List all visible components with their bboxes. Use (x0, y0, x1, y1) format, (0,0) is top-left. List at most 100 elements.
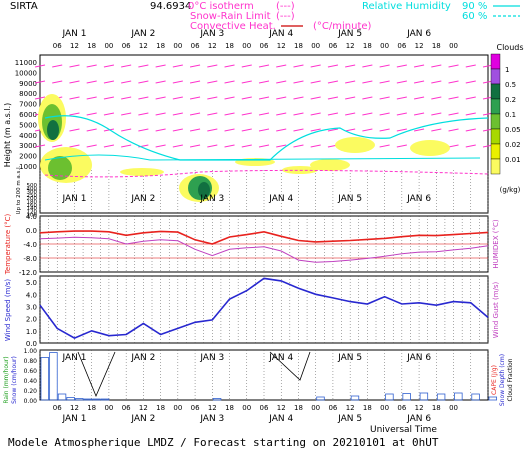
cloud-legend-swatch (490, 68, 501, 85)
temperature-tick-label: 0.0 (26, 227, 37, 235)
isotherm-legend: 0°C isotherm (188, 1, 254, 12)
wind-barb (224, 112, 235, 116)
wind-barb (258, 64, 270, 68)
wind-barb (448, 112, 459, 116)
cloud-legend-value: 0.5 (505, 81, 516, 89)
wind-barb (327, 112, 339, 116)
rh-contour (44, 115, 489, 161)
wind-barb (189, 128, 201, 132)
wind-barb (379, 80, 390, 84)
wind-barb (413, 80, 425, 84)
precip-tick-label: 0.40 (24, 378, 38, 385)
wind-barb (431, 64, 442, 68)
rain-axis-label: Rain (mm/hour) (3, 356, 10, 403)
cloud-plot-area (39, 54, 489, 214)
hour-tick-label: 06 (328, 42, 337, 50)
height-tick-label: 11000 (15, 59, 37, 67)
hour-tick-label: 12 (346, 404, 355, 412)
wind-barb (310, 128, 321, 132)
wind-barb (207, 96, 218, 100)
convective-legend-unit: (°C/minute) (313, 21, 372, 32)
precip-bar (436, 393, 446, 401)
height-tick-label: 3000 (19, 142, 37, 150)
cloud-legend-title: Clouds (496, 43, 523, 52)
wind-barb (379, 144, 390, 148)
wind-barb (172, 96, 183, 100)
wind-barb (379, 64, 390, 68)
precip-bar (100, 398, 110, 401)
wind-barb (172, 112, 183, 116)
wind-barb (207, 144, 218, 148)
precip-bar (488, 396, 498, 401)
precip-bar (92, 398, 101, 401)
isotherm-legend-symbol: (---) (276, 1, 295, 12)
height-tick-label: 7000 (19, 101, 37, 109)
wind-barb (396, 64, 407, 68)
hour-tick-label: 18 (87, 404, 96, 412)
wind-barb (448, 144, 459, 148)
station-coords: 94.6934 (150, 1, 191, 12)
cloud-legend-swatch (490, 53, 501, 70)
hour-tick-label: 00 (380, 42, 389, 50)
wind-barb (86, 144, 97, 148)
wind-barb (207, 128, 218, 132)
wind-barb (293, 96, 304, 100)
wind-barb (293, 112, 304, 116)
rh-legend-60: 60 % (462, 11, 487, 22)
snow-depth-line (77, 351, 116, 398)
wind-barb (224, 144, 235, 148)
wind-barb (396, 112, 407, 116)
hour-tick-label: 12 (277, 42, 286, 50)
wind-barb (241, 128, 252, 132)
wind-barb (465, 144, 476, 148)
wind-barb (413, 128, 425, 132)
hour-tick-label: 12 (415, 404, 424, 412)
height-tick-label: 5000 (19, 121, 37, 129)
rh-legend: Relative Humidity (362, 1, 451, 12)
hour-tick-label: 18 (225, 42, 234, 50)
day-label: JAN 6 (406, 194, 431, 204)
hour-tick-label: 12 (139, 404, 148, 412)
precip-bar (454, 392, 463, 401)
wind-barb (138, 64, 149, 68)
wind-barb (327, 64, 339, 68)
wind-barb (362, 96, 373, 100)
wind-tick-label: 0.0 (26, 340, 37, 348)
wind-barb (431, 80, 442, 84)
wind-barb (413, 112, 425, 116)
low-height-axis-label: Up to 200 m a.s.l. (16, 165, 22, 214)
wind-barb (155, 112, 166, 116)
cloud-cell (335, 137, 375, 153)
wind-barb (379, 96, 390, 100)
wind-barb (189, 96, 201, 100)
wind-barb (293, 80, 304, 84)
wind-barb (207, 80, 218, 84)
wind-barb (121, 144, 132, 148)
day-label: JAN 5 (337, 353, 362, 363)
hour-tick-label: 18 (225, 404, 234, 412)
cloud-cell (48, 156, 72, 180)
wind-barb (121, 96, 132, 100)
wind-barb (293, 144, 304, 148)
temperature-axis-label: Temperature (°C) (4, 214, 12, 276)
day-label: JAN 5 (337, 414, 362, 424)
wind-barb (34, 96, 46, 100)
wind-barb (52, 64, 63, 68)
snow-depth-axis-label: Snow Depth (cm) (499, 354, 506, 406)
wind-barb (189, 112, 201, 116)
station-name: SIRTA (10, 1, 38, 12)
precip-bar (57, 393, 67, 401)
snow-rain-legend-symbol: (---) (276, 11, 295, 22)
convective-legend: Convective Heat. (190, 21, 276, 32)
precip-tick-label: 0.00 (24, 398, 38, 405)
wind-barb (103, 80, 115, 84)
hour-tick-label: 12 (415, 42, 424, 50)
precip-bar (49, 352, 58, 401)
wind-barb (69, 112, 80, 116)
wind-barb (345, 128, 356, 132)
wind-barb (241, 144, 252, 148)
day-label: JAN 6 (406, 414, 431, 424)
height-tick-label: 120 (27, 209, 38, 215)
day-label: JAN 5 (337, 29, 362, 39)
wind-barb (69, 144, 80, 148)
